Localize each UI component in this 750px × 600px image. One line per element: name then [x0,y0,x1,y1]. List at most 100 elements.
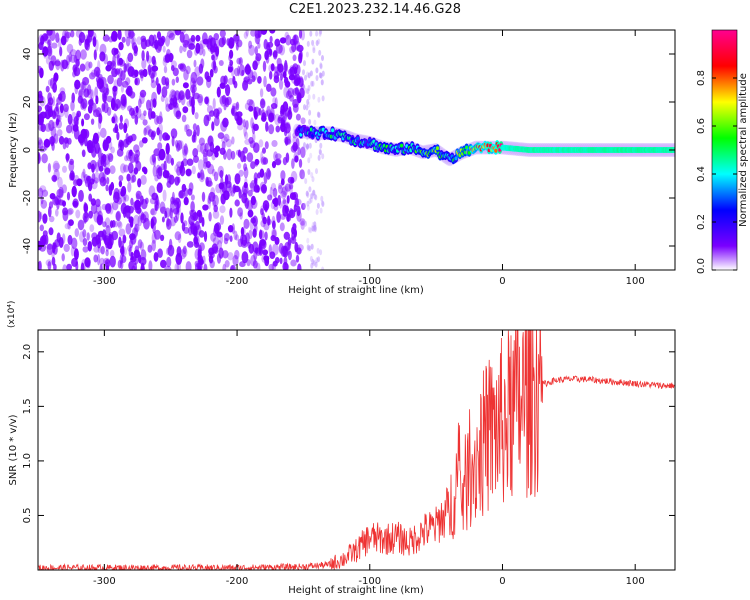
noise-mark [165,35,170,47]
noise-mark [215,230,221,238]
noise-mark [178,30,186,34]
noise-mark [38,105,42,112]
noise-mark [191,165,196,175]
noise-mark [267,194,273,201]
noise-mark [195,34,201,42]
noise-mark [170,157,174,166]
noise-mark [196,124,200,137]
x-tick-label: -300 [93,576,116,587]
noise-mark [182,245,187,255]
noise-mark [116,77,123,87]
noise-mark [260,98,266,109]
noise-mark [73,54,78,63]
noise-mark [262,157,269,165]
snr-x-label: Height of straight line (km) [288,585,424,596]
noise-mark [300,220,305,230]
noise-mark [166,180,172,188]
noise-mark [154,204,158,211]
noise-mark [270,235,276,242]
y-tick-label: -40 [22,238,33,254]
noise-mark [90,179,98,190]
noise-mark [273,71,279,80]
noise-mark [74,228,80,238]
noise-mark [221,141,226,150]
noise-mark [214,150,219,158]
noise-mark [313,224,317,231]
noise-mark [273,197,279,208]
noise-mark [133,214,140,226]
noise-mark [247,189,253,197]
noise-mark [87,162,92,170]
noise-mark [138,98,142,108]
noise-mark [180,212,184,224]
noise-mark [267,218,272,225]
noise-mark [271,228,278,240]
noise-mark [320,195,324,202]
noise-mark [134,245,140,254]
noise-mark [198,43,204,56]
noise-mark [86,84,92,96]
noise-mark [263,39,268,50]
noise-mark [265,256,269,264]
noise-mark [197,265,202,270]
noise-mark [38,141,41,149]
noise-mark [248,229,253,240]
noise-mark [105,83,109,94]
noise-mark [46,45,53,57]
noise-mark [133,50,138,57]
noise-mark [220,120,228,132]
noise-mark [213,33,220,41]
noise-mark [99,263,103,270]
noise-mark [309,197,313,203]
snr-frame [37,329,676,571]
noise-mark [235,42,239,51]
noise-mark [182,43,187,53]
noise-mark [88,30,93,36]
noise-mark [321,70,325,77]
noise-mark [224,174,229,186]
noise-mark [47,261,52,270]
noise-mark [309,255,313,262]
noise-mark [213,171,219,182]
noise-mark [186,241,194,248]
noise-mark [259,239,266,246]
snr-panel: -300 -200 -100 0 100 0.5 1.0 1.5 2.0 Height of … [7,301,676,596]
noise-mark [183,143,188,155]
noise-mark [198,242,205,252]
noise-mark [294,241,299,253]
noise-mark [160,206,167,215]
noise-mark [234,173,241,185]
noise-mark [47,163,52,173]
noise-mark [290,259,297,267]
noise-mark [198,63,204,74]
noise-mark [297,147,301,156]
noise-mark [52,242,56,254]
noise-mark [66,124,73,134]
y-tick-label: -20 [22,190,33,206]
noise-mark [296,205,301,217]
spectrogram-x-ticks: -300 -200 -100 0 100 [93,30,645,287]
noise-mark [179,62,186,71]
noise-mark [152,165,157,177]
noise-mark [245,30,249,37]
noise-mark [248,40,253,49]
noise-mark [303,60,306,67]
noise-mark [100,127,107,138]
noise-mark [95,198,101,208]
noise-mark [220,75,226,86]
noise-mark [282,101,289,112]
noise-mark [51,174,58,182]
noise-mark [48,227,54,236]
x-tick-label: -200 [226,576,249,587]
noise-mark [84,61,91,71]
noise-mark [96,214,103,226]
noise-mark [114,48,119,55]
noise-mark [250,195,256,206]
snr-marks [38,330,675,570]
noise-mark [179,63,187,72]
noise-mark [43,140,48,151]
noise-mark [196,209,202,218]
noise-mark [199,169,205,180]
noise-mark [77,134,85,144]
noise-mark [308,245,312,252]
